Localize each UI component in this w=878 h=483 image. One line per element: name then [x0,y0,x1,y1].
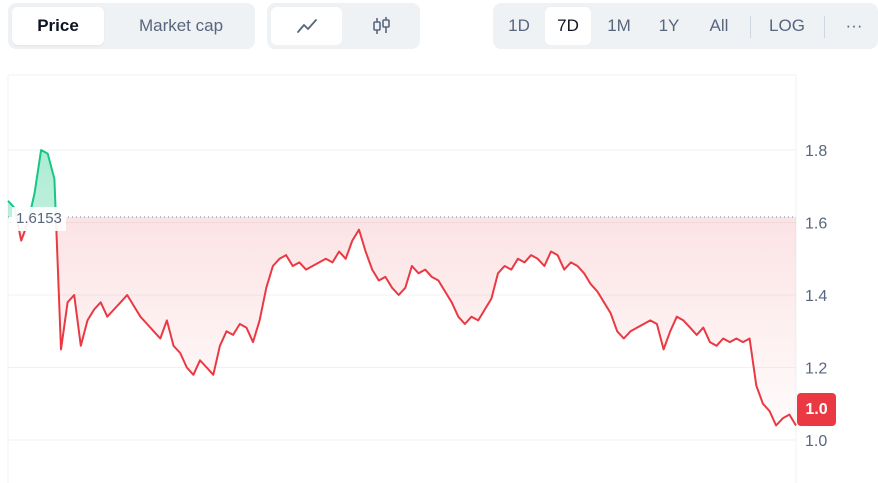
metric-toggle: Price Market cap [8,3,255,49]
price-area-down [8,216,796,426]
y-tick-label: 1.6 [805,216,827,233]
chart-toolbar: Price Market cap 1D 7D 1M 1Y All LOG ··· [0,0,878,52]
candlestick-button[interactable] [347,7,415,45]
price-line-down [15,216,797,427]
price-chart-canvas: 1.0 1.2 1.4 1.6 1.8 [7,74,827,483]
price-chart: 1.0 1.2 1.4 1.6 1.8 1.6153 1.0 [0,70,878,483]
line-chart-icon [296,19,317,33]
range-7d-button[interactable]: 7D [545,7,591,45]
line-chart-button[interactable] [271,7,342,45]
time-range-toggle: 1D 7D 1M 1Y All LOG ··· [493,3,878,49]
chart-type-toggle [267,3,420,49]
reference-price-label: 1.6153 [12,207,66,231]
price-area-up [8,150,56,217]
range-1d-button[interactable]: 1D [508,16,530,35]
log-scale-button[interactable]: LOG [769,16,805,35]
y-tick-label: 1.4 [805,288,827,305]
candlestick-icon [373,17,390,34]
y-tick-label: 1.8 [805,143,827,160]
range-all-button[interactable]: All [709,16,729,35]
range-1m-button[interactable]: 1M [607,16,631,35]
range-1y-button[interactable]: 1Y [658,16,680,35]
tab-price[interactable]: Price [12,7,104,45]
more-options-button[interactable]: ··· [845,16,863,35]
tab-market-cap[interactable]: Market cap [138,16,224,35]
y-tick-label: 1.2 [805,361,827,378]
y-tick-label: 1.0 [805,433,827,450]
toolbar-divider [750,16,751,38]
y-axis: 1.0 1.2 1.4 1.6 1.8 [805,143,827,450]
current-price-badge: 1.0 [797,393,836,426]
toolbar-divider [824,16,825,38]
